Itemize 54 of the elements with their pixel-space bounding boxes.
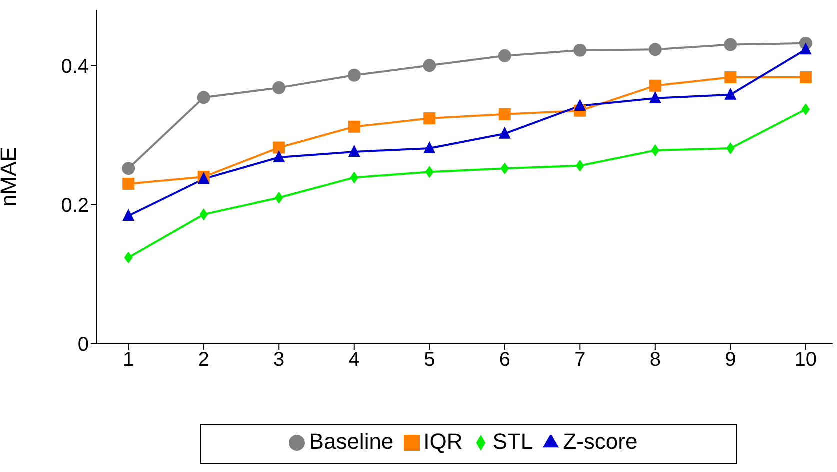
point [424,112,436,125]
point [197,91,210,104]
point [724,71,737,84]
point [574,44,587,57]
point [348,120,360,133]
legend-label: STL [492,429,534,454]
x-tick-label: 9 [725,349,736,372]
x-tick-label: 2 [198,349,210,372]
point [122,162,136,176]
point [273,142,286,154]
y-tick-label: 0 [78,334,89,356]
legend-label: IQR [424,429,463,454]
point [498,126,511,139]
x-tick-label: 10 [794,349,818,372]
x-tick-label: 7 [574,349,586,372]
legend-label: Z-score [563,429,638,454]
point [800,42,812,55]
legend-label: Baseline [309,429,394,454]
point [724,38,738,52]
point [272,81,286,94]
point [425,166,434,178]
point [574,99,586,112]
point [274,192,284,204]
point [122,208,135,221]
y-tick-label: 0.2 [61,194,89,217]
x-tick-label: 4 [348,349,360,372]
point [348,144,360,157]
x-tick-label: 5 [424,349,436,372]
point [348,68,361,82]
point [498,108,511,120]
point [800,71,812,84]
point [576,160,584,172]
point [649,91,662,104]
point [124,252,133,264]
point [273,150,286,163]
point [423,59,436,72]
y-tick-label: 0.4 [61,56,89,78]
point [424,141,436,154]
point [122,178,135,190]
x-tick-label: 3 [274,349,285,372]
point [350,172,359,184]
point [648,43,662,56]
x-tick-label: 8 [650,349,661,372]
point [200,208,208,221]
point [726,142,735,154]
point [500,162,510,175]
point [651,144,660,157]
point [724,88,737,100]
x-tick-label: 1 [123,349,134,372]
point [649,80,662,92]
x-tick-label: 6 [499,349,510,372]
point [802,104,810,116]
y-axis-title: nMAE [0,147,21,207]
point [498,49,512,62]
